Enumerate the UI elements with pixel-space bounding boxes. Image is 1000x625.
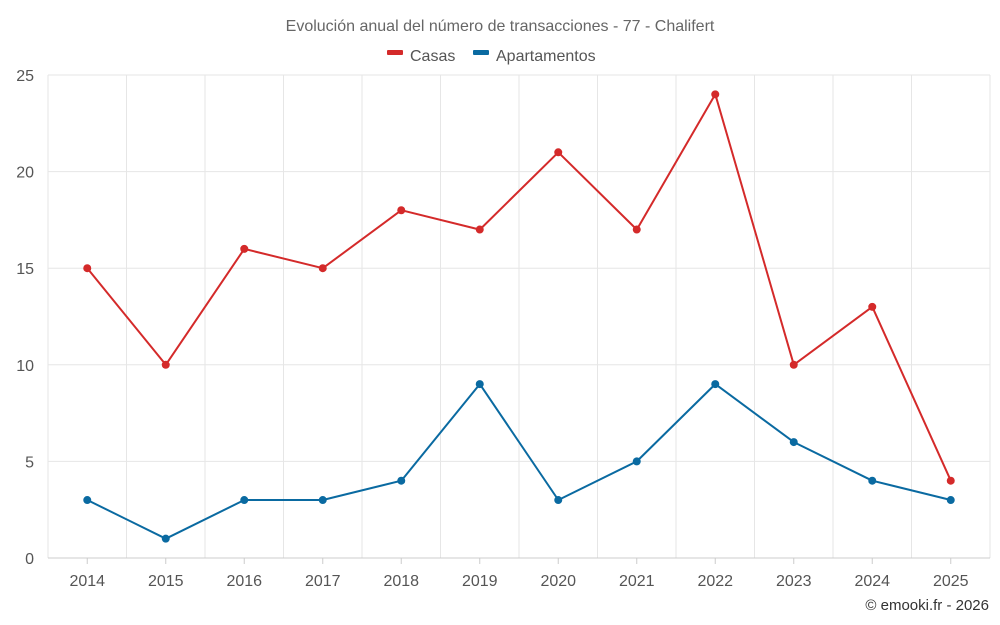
x-tick-label: 2017 <box>305 573 341 590</box>
y-tick-label: 25 <box>16 68 34 85</box>
x-tick-label: 2019 <box>462 573 498 590</box>
data-point-casas[interactable] <box>83 264 92 273</box>
series <box>83 90 955 543</box>
x-tick-label: 2021 <box>619 573 655 590</box>
legend-swatch-casas <box>387 50 403 55</box>
x-tick-label: 2023 <box>776 573 812 590</box>
data-point-apartamentos[interactable] <box>397 476 406 485</box>
data-point-casas[interactable] <box>161 360 170 369</box>
data-point-apartamentos[interactable] <box>789 438 798 447</box>
grid <box>47 74 991 558</box>
legend-item-apartamentos[interactable]: Apartamentos <box>473 48 596 65</box>
credit-text: © emooki.fr - 2026 <box>865 597 989 614</box>
y-tick-label: 20 <box>16 165 34 182</box>
data-point-casas[interactable] <box>475 225 484 234</box>
data-point-casas[interactable] <box>868 302 877 311</box>
series-line-casas <box>86 93 952 482</box>
x-tick-label: 2025 <box>933 573 969 590</box>
data-point-casas[interactable] <box>397 206 406 215</box>
y-tick-label: 5 <box>25 454 34 471</box>
chart-title: Evolución anual del número de transaccio… <box>286 18 715 35</box>
series-apartamentos <box>83 380 955 543</box>
data-point-casas[interactable] <box>789 360 798 369</box>
data-point-apartamentos[interactable] <box>83 496 92 505</box>
y-tick-label: 10 <box>16 358 34 375</box>
data-point-casas[interactable] <box>240 244 249 253</box>
data-point-apartamentos[interactable] <box>632 457 641 466</box>
x-tick-label: 2015 <box>148 573 184 590</box>
x-tick-label: 2024 <box>854 573 890 590</box>
data-point-casas[interactable] <box>946 476 955 485</box>
data-point-apartamentos[interactable] <box>318 496 327 505</box>
data-point-casas[interactable] <box>632 225 641 234</box>
x-tick-label: 2016 <box>226 573 262 590</box>
x-tick-label: 2014 <box>69 573 105 590</box>
data-point-apartamentos[interactable] <box>475 380 484 389</box>
legend[interactable]: Casas Apartamentos <box>387 48 596 65</box>
y-tick-label: 15 <box>16 261 34 278</box>
data-point-apartamentos[interactable] <box>711 380 720 389</box>
x-tick-label: 2022 <box>697 573 733 590</box>
legend-label-apartamentos: Apartamentos <box>496 48 596 65</box>
data-point-casas[interactable] <box>318 264 327 273</box>
x-tick-label: 2018 <box>383 573 419 590</box>
series-line-apartamentos <box>86 383 952 540</box>
legend-swatch-apartamentos <box>473 50 489 55</box>
series-casas <box>83 90 955 485</box>
data-point-apartamentos[interactable] <box>946 496 955 505</box>
data-point-casas[interactable] <box>711 90 720 99</box>
data-point-apartamentos[interactable] <box>161 534 170 543</box>
y-tick-label: 0 <box>25 551 34 568</box>
data-point-apartamentos[interactable] <box>868 476 877 485</box>
data-point-apartamentos[interactable] <box>240 496 249 505</box>
legend-label-casas: Casas <box>410 48 455 65</box>
x-tick-label: 2020 <box>540 573 576 590</box>
data-point-apartamentos[interactable] <box>554 496 563 505</box>
data-point-casas[interactable] <box>554 148 563 157</box>
legend-item-casas[interactable]: Casas <box>387 48 455 65</box>
